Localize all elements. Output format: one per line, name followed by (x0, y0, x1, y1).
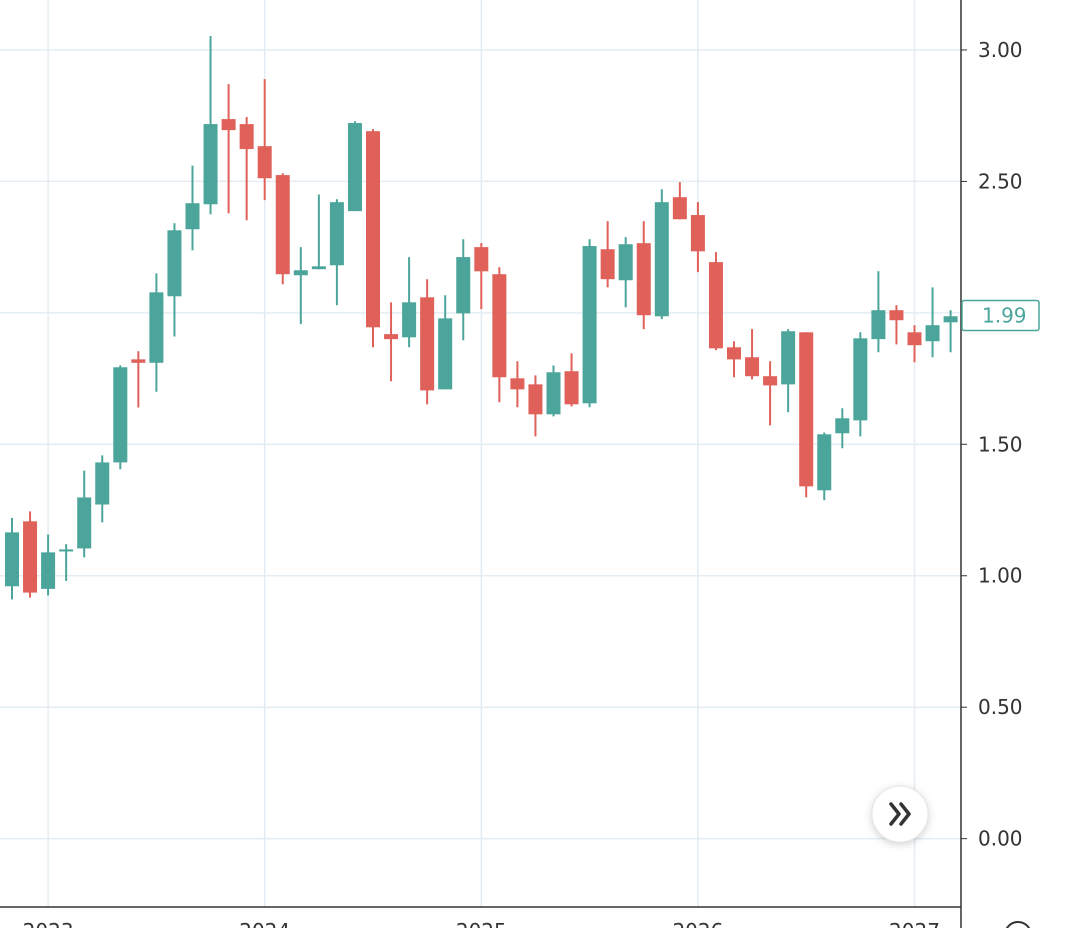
candle-body (5, 532, 19, 587)
candle-body (293, 270, 308, 276)
candle-body (131, 359, 146, 363)
candle-body (185, 203, 200, 230)
candle-body (167, 230, 182, 297)
candle-body (708, 262, 723, 349)
candle-body (943, 316, 958, 323)
candle-body (257, 146, 272, 179)
candle-body (492, 274, 507, 378)
candle-body (600, 249, 615, 280)
candle-body (763, 376, 778, 386)
candles (5, 36, 958, 600)
candle-body (239, 124, 254, 150)
candle-body (690, 215, 705, 252)
candle-body (853, 338, 868, 421)
y-tick-label: 3.00 (978, 38, 1023, 62)
candle-body (817, 434, 832, 491)
x-tick-label: 2024 (239, 919, 290, 928)
candle-body (835, 418, 850, 434)
last-price-label: 1.99 (982, 303, 1027, 327)
grid (0, 0, 961, 907)
candle-body (474, 247, 489, 272)
last-price-box (961, 299, 1040, 332)
candle-body (510, 378, 525, 390)
candle-body (438, 318, 453, 390)
y-tick-label: 0.50 (978, 695, 1023, 719)
candle-body (329, 202, 344, 266)
x-tick-label: 2023 (23, 919, 74, 928)
candle-body (672, 197, 687, 220)
candle-body (275, 175, 290, 275)
candle-body (871, 310, 886, 340)
candle-body (203, 124, 218, 205)
scroll-button[interactable] (871, 785, 929, 843)
candle-body (311, 266, 326, 270)
candle-body (347, 123, 362, 212)
candle-body (745, 357, 760, 377)
candle-body (636, 243, 651, 316)
candle-body (113, 367, 128, 463)
candle-body (221, 119, 236, 131)
candle-body (420, 297, 435, 391)
candle-body (77, 497, 92, 549)
candle-body (402, 302, 417, 338)
candle-body (546, 372, 561, 415)
candle-body (59, 549, 74, 552)
y-tick-label: 1.00 (978, 564, 1023, 588)
candle-body (925, 325, 940, 342)
candle-body (781, 331, 796, 385)
candle-body (889, 310, 904, 321)
candle-body (618, 244, 633, 281)
scroll-icon[interactable] (889, 802, 911, 826)
x-tick-label: 2026 (672, 919, 723, 928)
candle-body (384, 334, 399, 340)
settings-icon[interactable] (1005, 921, 1031, 928)
candle-body (528, 384, 543, 415)
candle-body (149, 292, 164, 363)
candle-body (23, 521, 38, 593)
candle-body (95, 462, 110, 505)
candle-body (654, 202, 669, 317)
candle-body (564, 371, 579, 405)
settings-gear[interactable] (1005, 921, 1031, 928)
candle-body (799, 332, 814, 487)
candle-body (41, 552, 56, 589)
y-tick-label: 1.50 (978, 432, 1023, 456)
x-tick-label: 2027 (889, 919, 940, 928)
y-tick-label: 0.00 (978, 827, 1023, 851)
candle-body (727, 347, 741, 360)
candle-body (456, 257, 471, 314)
candle-body (907, 332, 922, 346)
candle-body (366, 131, 380, 328)
candle-body (582, 246, 597, 404)
x-tick-label: 2025 (456, 919, 507, 928)
y-tick-label: 2.50 (978, 169, 1023, 193)
